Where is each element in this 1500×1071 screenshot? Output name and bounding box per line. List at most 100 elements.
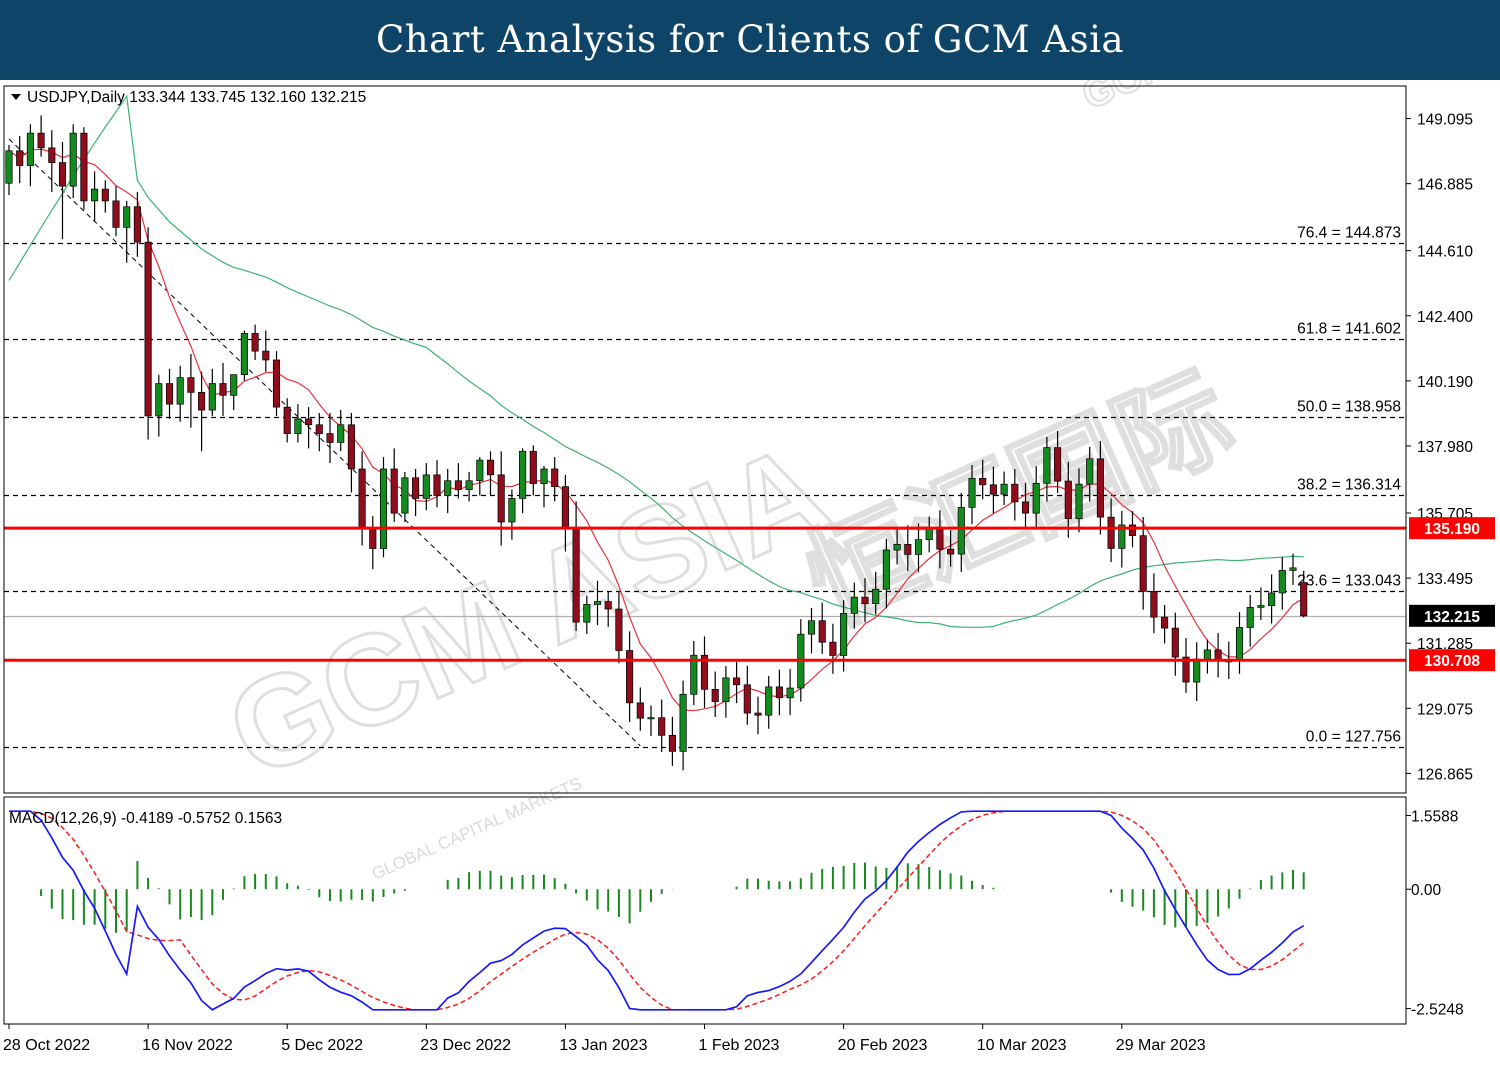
candle-body bbox=[262, 350, 270, 361]
candle-body bbox=[1021, 501, 1030, 514]
candle-body bbox=[1171, 627, 1179, 658]
chart-banner: Chart Analysis for Clients of GCM Asia bbox=[0, 0, 1500, 80]
candle-body bbox=[486, 459, 495, 476]
trendline bbox=[8, 138, 641, 747]
candle-body bbox=[422, 474, 430, 499]
candle-body bbox=[315, 424, 323, 434]
price-tag bbox=[1409, 517, 1495, 540]
candle-body bbox=[775, 686, 783, 699]
candle-body bbox=[1064, 480, 1072, 520]
candle-body bbox=[465, 480, 473, 490]
candle-body bbox=[80, 132, 88, 202]
price-axis-label: 131.285 bbox=[1417, 636, 1473, 653]
candle-body bbox=[454, 480, 462, 490]
date-axis-label: 1 Feb 2023 bbox=[699, 1037, 780, 1054]
candle-body bbox=[1011, 483, 1019, 503]
candle-body bbox=[1139, 535, 1147, 592]
candle-body bbox=[5, 150, 13, 184]
macd-histogram bbox=[40, 860, 1305, 933]
candle-body bbox=[690, 654, 698, 695]
candle-body bbox=[1257, 605, 1265, 608]
price-axis-label: 133.495 bbox=[1417, 571, 1473, 588]
price-tag bbox=[1409, 604, 1495, 627]
candle-body bbox=[700, 654, 709, 690]
candle-body bbox=[1289, 567, 1297, 571]
candle-body bbox=[904, 544, 912, 555]
candle-body bbox=[658, 717, 666, 736]
candle-body bbox=[840, 613, 848, 656]
date-axis-label: 28 Oct 2022 bbox=[3, 1037, 90, 1054]
candle-body bbox=[91, 188, 99, 202]
price-tag-label: 130.708 bbox=[1424, 653, 1480, 670]
candle-body bbox=[936, 527, 944, 550]
candle-body bbox=[679, 693, 687, 752]
candle-body bbox=[337, 424, 345, 443]
candle-body bbox=[519, 450, 527, 499]
macd-axis-label: 0.00 bbox=[1411, 882, 1442, 899]
candle-body bbox=[947, 548, 955, 555]
candle-body bbox=[861, 596, 869, 605]
date-axis-label: 20 Feb 2023 bbox=[838, 1037, 928, 1054]
candle-body bbox=[187, 377, 195, 393]
fib-level-label: 0.0 = 127.756 bbox=[1306, 729, 1401, 746]
candle-body bbox=[872, 588, 880, 605]
candle-body bbox=[647, 717, 655, 720]
price-tag-label: 132.215 bbox=[1424, 609, 1480, 626]
candle-body bbox=[37, 132, 45, 149]
candle-body bbox=[1278, 570, 1286, 594]
price-axis-label: 137.980 bbox=[1417, 439, 1473, 456]
candle-body bbox=[850, 596, 858, 614]
chart-area: GCM ASIA 恒汇国际 GLOBAL CAPITAL MARKETS GCM… bbox=[0, 80, 1500, 1071]
candle-body bbox=[112, 200, 120, 228]
candle-body bbox=[444, 480, 452, 496]
candle-body bbox=[765, 686, 773, 716]
candle-body bbox=[711, 688, 719, 702]
candle-body bbox=[369, 527, 377, 549]
candle-body bbox=[818, 620, 826, 643]
candle-body bbox=[198, 392, 206, 411]
candle-body bbox=[240, 333, 248, 376]
candle-body bbox=[1235, 627, 1244, 662]
candle-body bbox=[1107, 516, 1115, 549]
candle-body bbox=[636, 702, 644, 719]
candle-body bbox=[16, 150, 24, 166]
price-tag-label: 135.190 bbox=[1424, 521, 1480, 538]
candle-body bbox=[1128, 524, 1137, 536]
candle-body bbox=[733, 677, 741, 686]
candle-body bbox=[48, 147, 56, 163]
candle-body bbox=[786, 687, 794, 699]
candle-body bbox=[807, 620, 816, 635]
candle-body bbox=[412, 477, 420, 499]
candle-body bbox=[914, 539, 923, 555]
macd-axis-label: 1.5588 bbox=[1411, 809, 1458, 826]
candle-body bbox=[968, 477, 976, 508]
candle-body bbox=[583, 604, 591, 623]
candle-body bbox=[1268, 592, 1276, 606]
candle-body bbox=[208, 383, 216, 411]
candle-body bbox=[230, 374, 238, 396]
candle-body bbox=[572, 527, 580, 623]
candle-body bbox=[626, 650, 634, 704]
candle-body bbox=[347, 424, 355, 470]
candle-body bbox=[754, 712, 762, 716]
candle-body bbox=[1182, 656, 1190, 683]
dropdown-triangle-icon bbox=[11, 94, 21, 100]
candle-body bbox=[165, 383, 174, 405]
candle-body bbox=[1054, 447, 1062, 482]
candle-body bbox=[989, 484, 997, 495]
price-axis-label: 129.075 bbox=[1417, 701, 1473, 718]
candle-body bbox=[358, 468, 366, 529]
candle-body bbox=[561, 486, 569, 529]
price-axis-label: 149.095 bbox=[1417, 112, 1473, 129]
price-axis-label: 146.885 bbox=[1417, 177, 1473, 194]
candle-body bbox=[379, 468, 388, 549]
candle-body bbox=[1246, 607, 1254, 628]
fib-level-label: 38.2 = 136.314 bbox=[1297, 477, 1401, 494]
candle-body bbox=[1300, 582, 1308, 617]
candle-body bbox=[722, 677, 730, 702]
candle-body bbox=[390, 468, 398, 514]
price-chart-svg: GCM ASIA 恒汇国际 GLOBAL CAPITAL MARKETS GCM… bbox=[0, 80, 1500, 1071]
candle-body bbox=[604, 601, 612, 610]
candle-body bbox=[401, 477, 409, 514]
symbol-header: USDJPY,Daily 133.344 133.745 132.160 132… bbox=[27, 89, 366, 106]
